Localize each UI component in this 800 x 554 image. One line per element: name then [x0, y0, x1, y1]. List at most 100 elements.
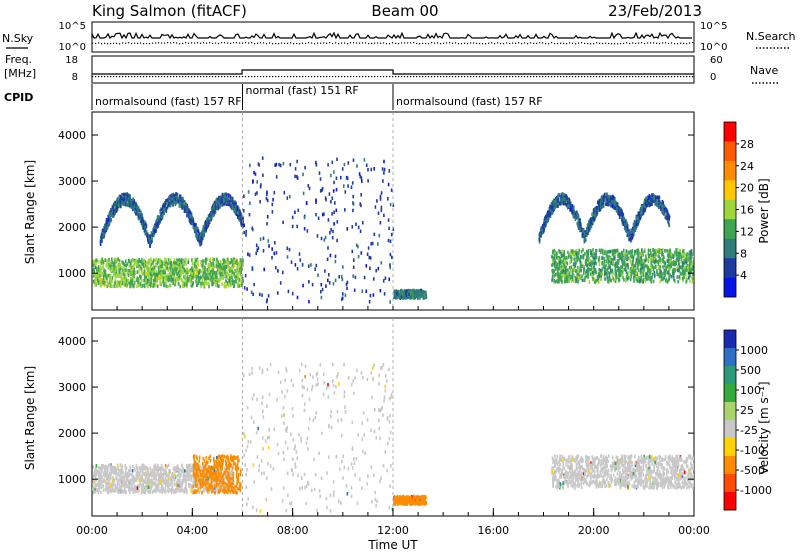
echo-cell	[215, 282, 217, 286]
echo-cell	[678, 275, 680, 279]
echo-cell	[185, 282, 188, 287]
echo-cell	[577, 278, 579, 282]
echo-cell	[555, 266, 557, 271]
echo-cell	[605, 253, 608, 258]
echo-cell	[123, 280, 126, 284]
echo-cell	[120, 196, 123, 200]
echo-cell	[652, 259, 655, 264]
echo-cell	[195, 233, 197, 238]
echo-cell	[678, 262, 680, 266]
echo-cell	[560, 259, 562, 263]
echo-cell	[669, 265, 671, 269]
echo-cell	[130, 279, 132, 284]
nsearch-point	[617, 43, 619, 45]
nsearch-point	[404, 42, 406, 44]
echo-cell	[673, 277, 675, 281]
nave-point	[431, 76, 433, 78]
nsearch-point	[644, 42, 646, 45]
nave-point	[467, 76, 469, 78]
echo-cell	[227, 202, 230, 207]
echo-cell	[641, 263, 644, 267]
echo-cell	[117, 203, 120, 207]
echo-cell	[183, 205, 186, 209]
echo-cell	[419, 290, 422, 295]
nave-point	[290, 76, 292, 78]
echo-cell	[637, 257, 640, 261]
echo-cell	[613, 249, 615, 253]
echo-cell	[98, 281, 101, 285]
echo-cell	[631, 248, 634, 253]
echo-cell	[119, 204, 122, 209]
echo-cell	[114, 281, 116, 285]
echo-cell	[93, 269, 95, 274]
echo-cell	[97, 281, 100, 285]
echo-cell	[575, 277, 577, 282]
echo-cell	[112, 213, 115, 218]
echo-cell	[610, 268, 612, 273]
echo-cell	[142, 225, 145, 229]
echo-cell	[207, 223, 210, 227]
echo-cell	[114, 274, 117, 278]
echo-cell	[196, 283, 198, 288]
echo-cell	[617, 273, 620, 278]
nsearch-point	[686, 43, 688, 45]
echo-cell	[219, 271, 221, 275]
nsearch-point	[407, 42, 409, 44]
echo-cell	[153, 228, 156, 233]
echo-cell	[163, 204, 165, 208]
nave-point	[131, 76, 133, 78]
echo-cell	[562, 253, 565, 258]
echo-cell	[681, 266, 683, 271]
echo-cell	[217, 260, 219, 265]
echo-cell	[678, 269, 681, 273]
echo-cell	[169, 274, 171, 279]
echo-cell	[231, 268, 233, 272]
echo-cell	[587, 229, 590, 233]
echo-cell	[150, 240, 152, 245]
echo-cell	[231, 196, 234, 201]
echo-cell	[229, 267, 232, 272]
echo-cell	[102, 271, 104, 275]
nave-point	[395, 76, 397, 78]
echo-cell	[173, 278, 175, 282]
echo-cell	[217, 198, 220, 202]
echo-cell	[147, 267, 149, 271]
echo-cell	[123, 275, 126, 280]
nsearch-point	[206, 42, 208, 44]
echo-cell	[186, 275, 189, 279]
echo-cell	[104, 227, 107, 231]
echo-cell	[178, 263, 181, 267]
echo-cell	[95, 261, 97, 266]
echo-cell	[232, 206, 234, 211]
echo-cell	[155, 273, 158, 277]
echo-cell	[228, 279, 231, 283]
echo-cell	[565, 256, 567, 260]
echo-cell	[628, 233, 631, 237]
echo-cell	[106, 220, 109, 224]
echo-cell	[564, 268, 567, 272]
echo-cell	[196, 271, 198, 275]
echo-cell	[631, 231, 634, 235]
echo-cell	[630, 231, 633, 235]
echo-cell	[154, 275, 157, 279]
echo-cell	[148, 234, 151, 238]
nsearch-point	[296, 42, 298, 45]
echo-cell	[394, 289, 396, 294]
nave-point	[209, 76, 211, 78]
echo-cell	[563, 252, 565, 256]
echo-cell	[673, 254, 675, 258]
nsearch-point	[266, 43, 268, 45]
echo-cell	[225, 275, 227, 279]
echo-cell	[139, 274, 141, 278]
echo-cell	[238, 266, 241, 270]
echo-cell	[559, 198, 562, 202]
echo-cell	[659, 249, 662, 254]
echo-cell	[642, 273, 645, 278]
echo-cell	[99, 273, 101, 278]
echo-cell	[115, 284, 117, 288]
echo-cell	[159, 282, 161, 286]
echo-cell	[127, 273, 130, 277]
echo-cell	[554, 280, 557, 284]
echo-cell	[227, 272, 229, 277]
echo-cell	[194, 257, 196, 262]
